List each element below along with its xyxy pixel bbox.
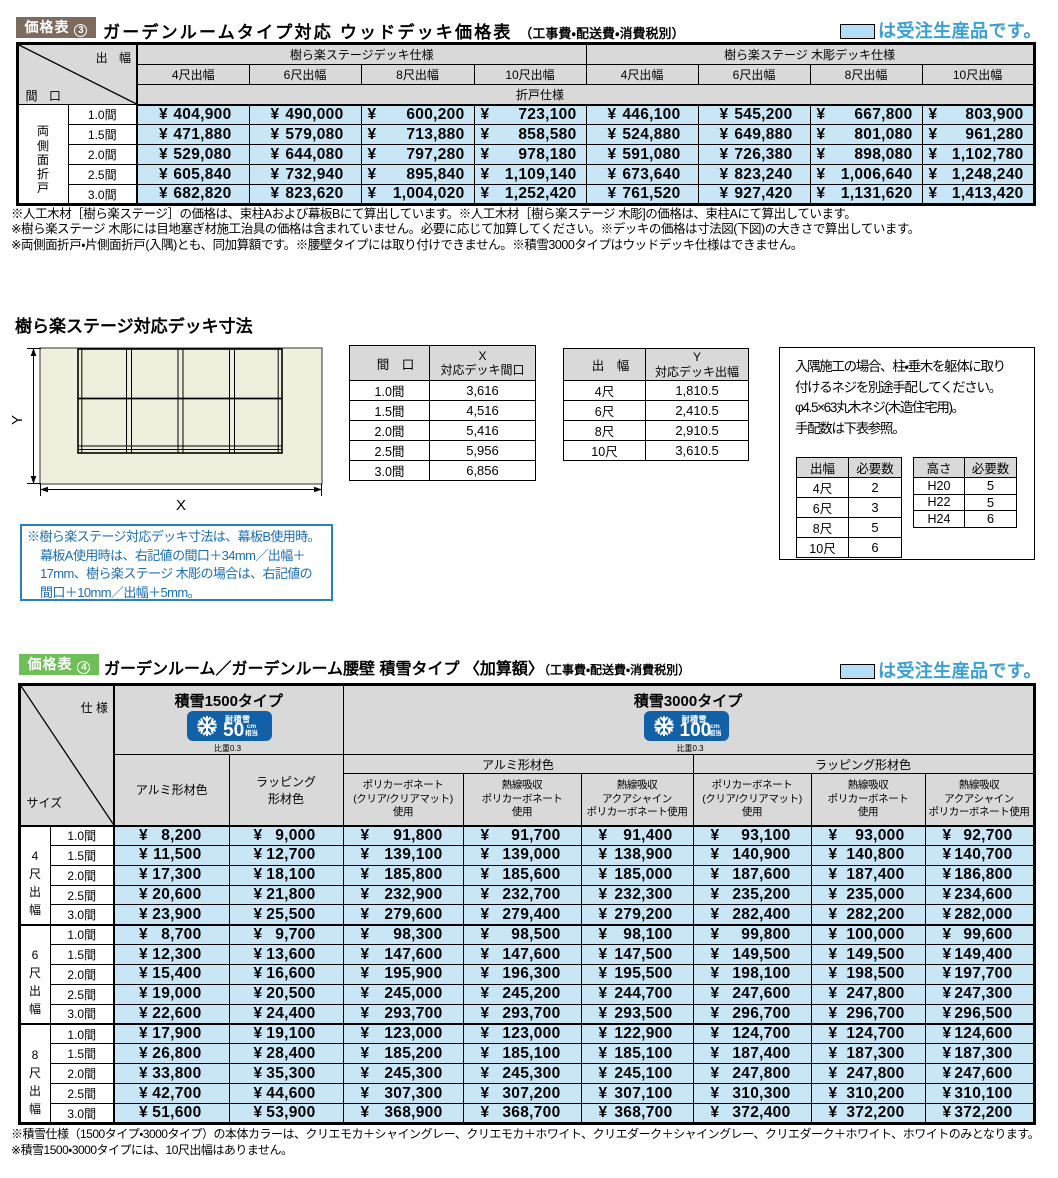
svg-text:X: X [176,497,186,514]
svg-text:Y: Y [10,415,26,425]
